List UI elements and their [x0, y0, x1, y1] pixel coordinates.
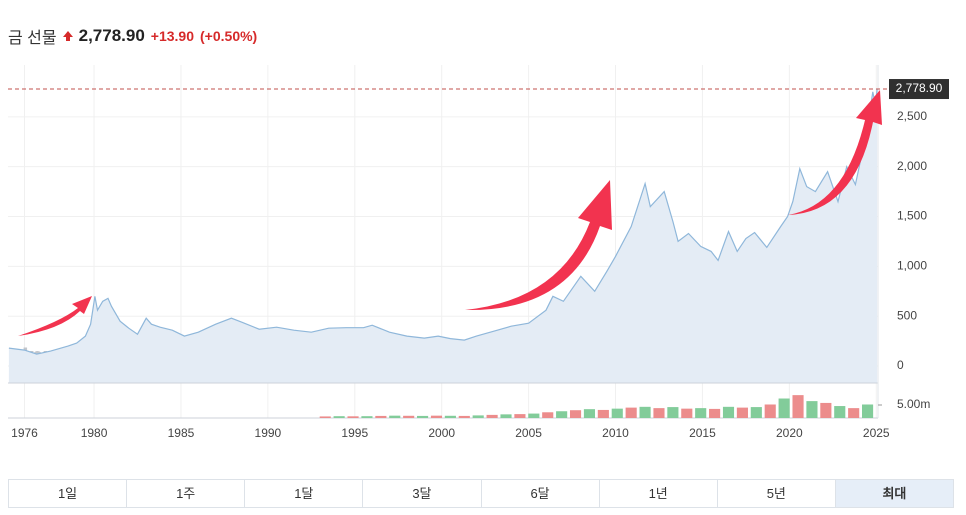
volume-bar — [848, 408, 860, 418]
price: 2,778.90 — [78, 26, 145, 45]
title: 금 선물 — [8, 30, 57, 47]
x-tick-label: 2005 — [515, 426, 542, 440]
x-tick-label: 2010 — [602, 426, 629, 440]
arrow — [788, 90, 882, 215]
volume-bar — [569, 410, 582, 418]
line — [8, 88, 878, 355]
arrow — [465, 180, 612, 311]
x-tick-label: 1985 — [168, 426, 195, 440]
up-icon — [62, 31, 73, 41]
y-tick-label: 2,500 — [897, 109, 927, 123]
volume-bar — [862, 404, 874, 418]
current-price-label: 2,778.90 — [896, 81, 943, 95]
volume-bar — [709, 408, 721, 418]
volume-bar — [444, 415, 456, 418]
volume-bar — [319, 416, 331, 418]
volume-bar — [375, 415, 387, 418]
volume-bar — [736, 407, 748, 418]
volume-bar — [834, 406, 846, 418]
range-button[interactable]: 1주 — [127, 480, 246, 507]
x-tick-label: 2020 — [776, 426, 803, 440]
volume-bar — [764, 404, 776, 418]
volume-bar — [750, 407, 762, 418]
volume-bar — [820, 402, 832, 418]
volume-bar — [333, 416, 345, 418]
range-button[interactable]: 3달 — [363, 480, 482, 507]
volume-bar — [417, 415, 429, 418]
volume-bar — [722, 406, 735, 418]
x-tick-label: 2025 — [863, 426, 890, 440]
chart: 1976 1980 1985 1990 1995 2000 2005 2010 2015 2020… — [8, 65, 949, 440]
change-pct: (+0.50%) — [200, 28, 258, 44]
volume-bar — [361, 416, 373, 418]
volume-bar — [458, 415, 470, 418]
y-tick-label: 500 — [897, 308, 917, 322]
current-price-box — [889, 79, 949, 100]
range-button[interactable]: 5년 — [718, 480, 836, 507]
volume-bar — [472, 415, 484, 418]
change: +13.90 — [150, 28, 195, 44]
volume-bar — [389, 415, 401, 418]
x-tick-label: 1990 — [255, 426, 282, 440]
range-button[interactable]: 1년 — [600, 480, 718, 507]
y-tick-label: 1,000 — [897, 259, 927, 273]
range-button[interactable]: 6달 — [482, 480, 600, 507]
volume-bar — [695, 408, 707, 418]
area — [8, 89, 878, 383]
volume-bar — [611, 408, 623, 418]
volume-bar — [639, 406, 651, 418]
volume-bar — [403, 415, 415, 418]
y-tick-label: 1,500 — [897, 209, 927, 223]
arrow — [18, 296, 92, 336]
volume-bar — [583, 409, 596, 418]
range-button[interactable]: 1일 — [9, 480, 128, 507]
y-tick-label: 0 — [897, 358, 904, 372]
volume-bar — [486, 414, 498, 418]
annotation-arrows — [18, 90, 882, 336]
volume-bar — [681, 408, 693, 418]
volume-bar — [514, 414, 526, 418]
volume-bar — [542, 412, 554, 418]
x-tick-label: 2000 — [428, 426, 455, 440]
range-button[interactable]: 1달 — [245, 480, 364, 507]
volume-bar — [806, 401, 818, 418]
x-tick-label: 2015 — [689, 426, 716, 440]
volume-bar — [653, 408, 665, 418]
volume-bar — [430, 415, 443, 418]
range-button[interactable]: 최대 — [835, 480, 953, 507]
y2-tick-label: 5.00m — [897, 397, 930, 411]
range-buttons: 1일 1주 1달 3달 6달 1년 5년 최대 — [8, 479, 954, 508]
y-tick-label: 2,000 — [897, 159, 927, 173]
header: 금 선물 2,778.90 +13.90 (+0.50%) — [8, 24, 257, 48]
volume-bar — [625, 407, 637, 418]
volume-bar — [667, 407, 679, 418]
volume-bar — [597, 409, 609, 418]
x-tick-label: 1995 — [341, 426, 368, 440]
x-tick-label: 1980 — [81, 426, 108, 440]
x-tick-label: 1976 — [11, 426, 38, 440]
volume-bar — [347, 416, 359, 418]
volume-bar — [778, 398, 790, 418]
volume-bar — [528, 413, 540, 418]
volume-bar — [500, 414, 512, 418]
volume-bar — [792, 395, 804, 418]
volume-bar — [556, 411, 568, 418]
